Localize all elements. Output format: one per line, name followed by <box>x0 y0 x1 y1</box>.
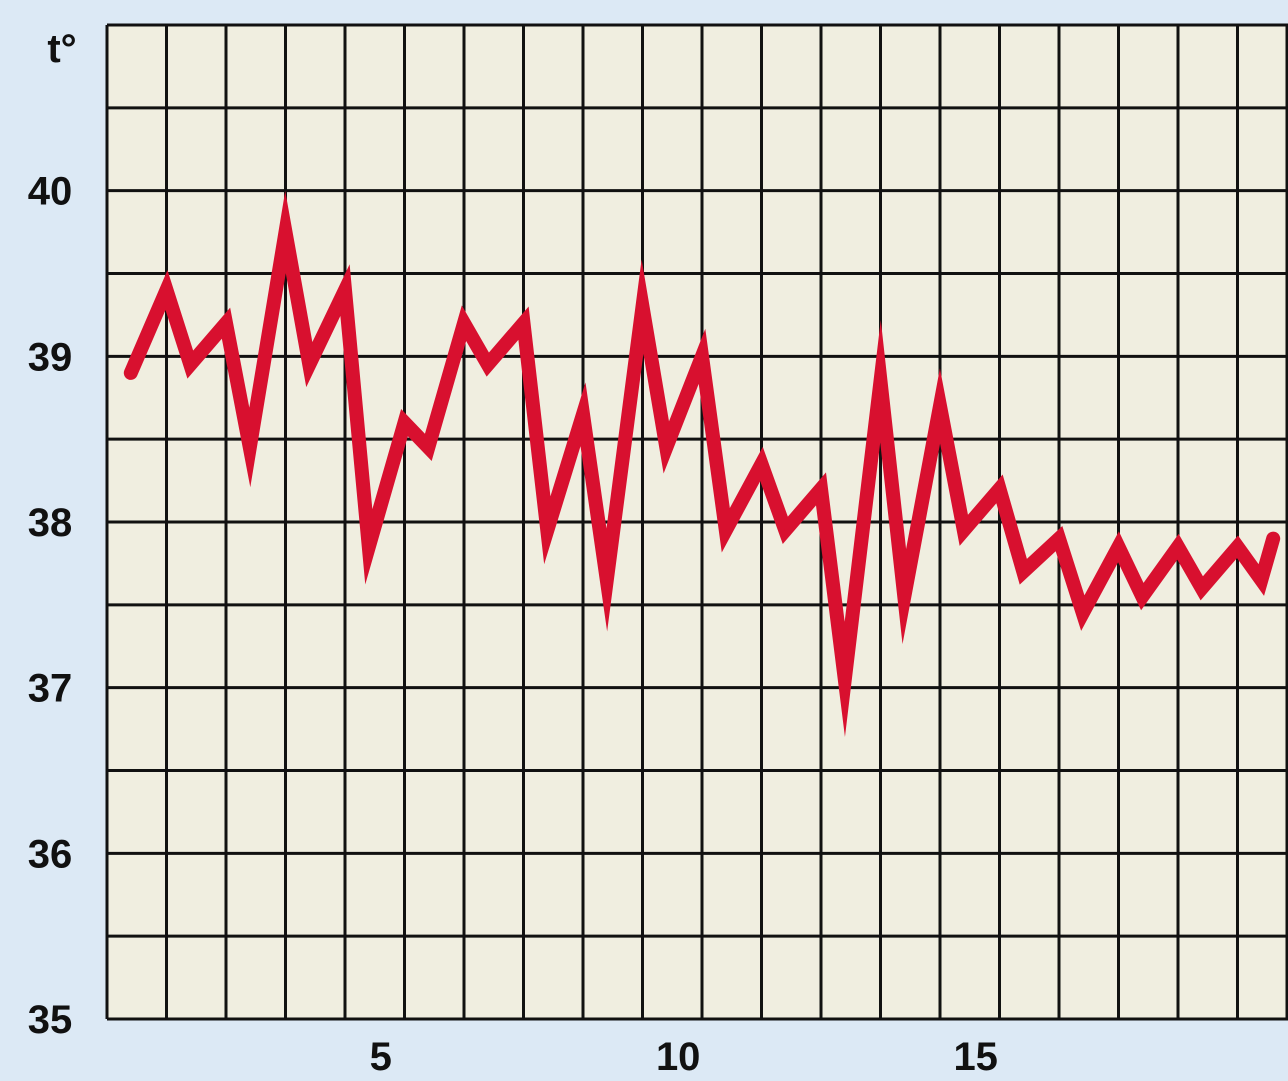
temperature-line <box>123 190 1281 738</box>
x-tick-label: 5 <box>370 1035 392 1079</box>
data-point <box>939 405 941 408</box>
data-point <box>903 595 906 598</box>
data-point <box>189 363 192 366</box>
data-point <box>820 487 822 490</box>
data-point <box>1141 595 1144 598</box>
y-tick-label: 38 <box>28 501 73 545</box>
y-tick-label: 37 <box>28 667 73 711</box>
x-tick-label: 15 <box>953 1035 998 1079</box>
data-point <box>225 322 227 325</box>
data-point <box>760 463 763 466</box>
data-point <box>248 446 251 449</box>
data-point <box>1200 587 1203 590</box>
data-point <box>486 363 489 366</box>
data-point <box>403 421 406 424</box>
data-point <box>843 678 846 681</box>
data-point <box>1272 537 1275 540</box>
data-point <box>308 363 311 366</box>
data-point <box>284 231 287 234</box>
y-axis-label: t° <box>47 27 76 71</box>
y-tick-label: 40 <box>28 170 73 214</box>
data-point <box>998 487 1001 490</box>
data-point <box>1081 612 1084 615</box>
x-tick-label: 10 <box>656 1035 701 1079</box>
data-point <box>1117 545 1120 548</box>
data-point <box>962 529 965 532</box>
data-point <box>427 446 430 449</box>
data-point <box>605 578 608 581</box>
data-point <box>665 446 668 449</box>
data-point <box>641 305 644 308</box>
data-point <box>1022 570 1025 573</box>
data-point <box>1260 578 1263 581</box>
axis-labels: t° 35 36 37 38 39 40 5 10 15 <box>28 27 998 1079</box>
data-point <box>1177 545 1179 548</box>
y-tick-label: 36 <box>28 832 73 876</box>
data-point <box>582 413 584 416</box>
data-point <box>463 322 465 325</box>
data-point <box>522 322 525 325</box>
data-point <box>879 380 882 383</box>
y-tick-label: 39 <box>28 335 73 379</box>
data-point <box>165 289 168 292</box>
series-layer <box>123 190 1281 738</box>
data-point <box>367 545 370 548</box>
data-point <box>701 355 703 358</box>
data-point <box>784 529 787 532</box>
data-point <box>129 371 132 374</box>
data-point <box>546 529 549 532</box>
data-point <box>1236 545 1239 548</box>
grid-lines <box>105 23 1288 1021</box>
data-point <box>724 529 727 532</box>
data-point <box>344 289 346 292</box>
data-point <box>1058 537 1060 540</box>
y-tick-label: 35 <box>28 998 73 1042</box>
